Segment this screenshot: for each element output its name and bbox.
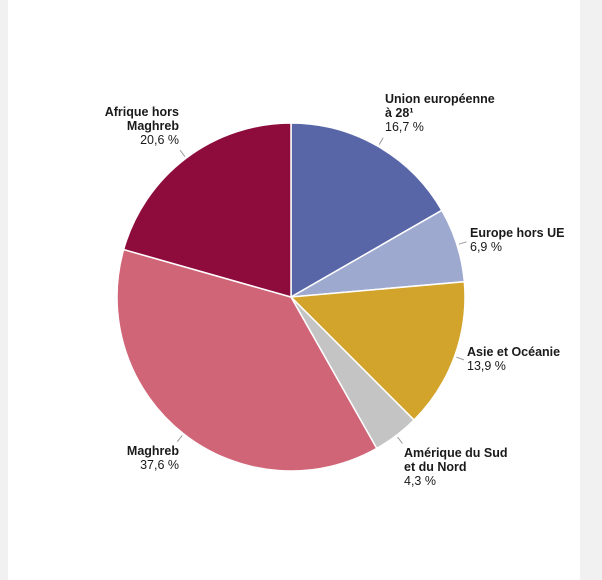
slice-value-label: 6,9 % [470,240,502,254]
slice-asie-et-oceanie [289,280,466,422]
slice-value-label: 13,9 % [467,359,506,373]
slice-label-text: Europe hors UE [470,226,564,240]
slice-label-text: à 28¹ [385,106,414,120]
leader-line-union-europeenne-a-28 [378,137,384,145]
page-frame-left [0,0,8,580]
slice-label-text: Asie et Océanie [467,345,560,359]
slice-value-label: 16,7 % [385,120,424,134]
leader-line-asie-et-oceanie [456,356,465,361]
slice-value-label: 37,6 % [140,458,179,472]
slice-maghreb [116,248,378,472]
leader-line-maghreb [176,435,183,442]
slice-label-text: Union européenne [385,92,495,106]
slice-label-europe-hors-ue: Europe hors UE6,9 % [470,226,564,254]
slice-union-europeenne-a-28 [290,122,443,299]
slice-label-text: Amérique du Sud [404,446,507,460]
slice-label-text: Maghreb [127,119,179,133]
leader-line-europe-hors-ue [458,241,467,245]
slice-label-text: et du Nord [404,460,467,474]
slice-label-text: Maghreb [127,444,179,458]
page-frame-right [580,0,602,580]
slice-label-text: Afrique hors [105,105,179,119]
pie-slices [116,122,467,472]
leader-line-afrique-hors-maghreb [179,149,186,157]
slice-afrique-hors-maghreb [122,122,292,298]
slice-value-label: 20,6 % [140,133,179,147]
slice-value-label: 4,3 % [404,474,436,488]
leader-line-amerique-du-sud-et-du-nord [397,436,403,444]
